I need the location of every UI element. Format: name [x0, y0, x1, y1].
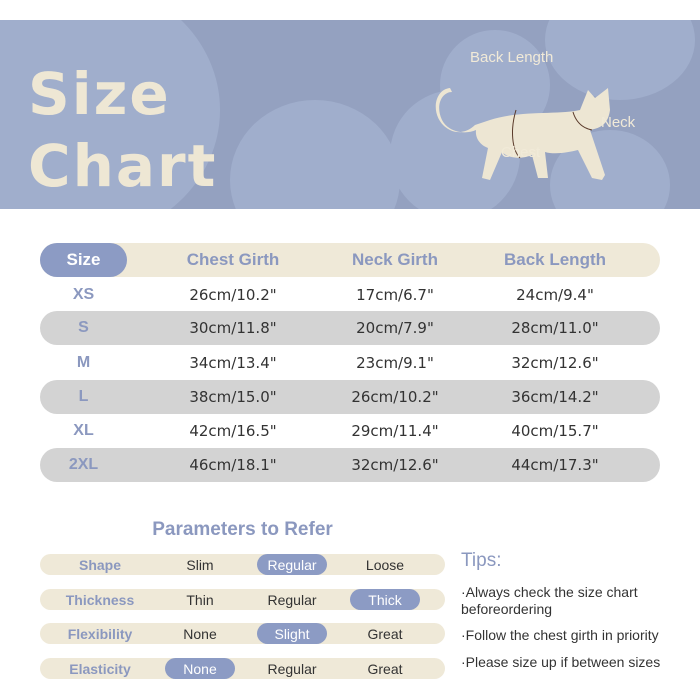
chest-label: Chest [501, 144, 541, 161]
measure-cell: 44cm/17.3" [511, 456, 599, 474]
table-row: XS 26cm/10.2" 17cm/6.7" 24cm/9.4" [40, 278, 660, 312]
size-cell: M [76, 354, 91, 371]
param-option: None [183, 625, 217, 642]
param-label: Shape [78, 556, 121, 573]
measure-cell: 26cm/10.2" [351, 388, 439, 406]
param-label: Elasticity [69, 660, 131, 677]
measure-cell: 38cm/15.0" [189, 388, 277, 406]
measure-cell: 36cm/14.2" [511, 388, 599, 406]
tip-1: ·Always check the size chart beforeorder… [461, 584, 638, 617]
banner-title: Size Chart [28, 58, 217, 202]
table-row: 2XL 46cm/18.1" 32cm/12.6" 44cm/17.3" [40, 448, 660, 482]
size-cell: XS [72, 286, 95, 303]
params-title: Parameters to Refer [152, 519, 333, 540]
param-option: Thin [186, 591, 214, 608]
measure-cell: 23cm/9.1" [356, 354, 434, 372]
table-row: L 38cm/15.0" 26cm/10.2" 36cm/14.2" [40, 380, 660, 414]
param-option: Regular [267, 660, 317, 677]
size-cell: L [78, 388, 89, 405]
tip-3: ·Please size up if between sizes [461, 654, 661, 670]
measure-cell: 34cm/13.4" [189, 354, 277, 372]
param-option: Regular [257, 554, 327, 575]
title-line-2: Chart [28, 132, 218, 200]
param-label: Flexibility [67, 625, 133, 642]
measure-cell: 32cm/12.6" [351, 456, 439, 474]
title-line-1: Size [28, 60, 171, 128]
measure-cell: 17cm/6.7" [356, 286, 434, 304]
param-option: Slim [186, 556, 214, 573]
measure-cell: 42cm/16.5" [189, 422, 277, 440]
tip-2: ·Follow the chest girth in priority [461, 627, 659, 643]
measure-cell: 46cm/18.1" [189, 456, 277, 474]
header-back: Back Length [503, 250, 607, 269]
table-header: Size Chest Girth Neck Girth Back Length [40, 243, 660, 277]
measure-cell: 20cm/7.9" [356, 319, 434, 337]
measure-cell: 40cm/15.7" [511, 422, 599, 440]
param-option: None [165, 658, 235, 679]
param-option: Slight [257, 623, 327, 644]
param-option: Regular [267, 591, 317, 608]
back-length-label: Back Length [470, 49, 554, 66]
measure-cell: 29cm/11.4" [351, 422, 439, 440]
param-row: Shape Slim Regular Loose [40, 554, 445, 575]
param-option: Thick [350, 589, 420, 610]
size-cell: 2XL [68, 456, 99, 473]
param-row: Thickness Thin Regular Thick [40, 589, 445, 610]
size-cell: S [78, 319, 89, 336]
measure-cell: 26cm/10.2" [189, 286, 277, 304]
measure-cell: 32cm/12.6" [511, 354, 599, 372]
table-row: S 30cm/11.8" 20cm/7.9" 28cm/11.0" [40, 311, 660, 345]
measure-cell: 28cm/11.0" [511, 319, 599, 337]
param-row: Flexibility None Slight Great [40, 623, 445, 644]
measure-cell: 24cm/9.4" [516, 286, 594, 304]
table-row: M 34cm/13.4" 23cm/9.1" 32cm/12.6" [40, 346, 660, 380]
measure-cell: 30cm/11.8" [189, 319, 277, 337]
param-label: Thickness [65, 591, 135, 608]
header-size: Size [40, 243, 127, 277]
cat-silhouette-icon [435, 88, 610, 180]
param-option: Loose [365, 556, 405, 573]
banner: Size Chart Back Length Neck Chest [0, 20, 700, 209]
param-row: Elasticity None Regular Great [40, 658, 445, 679]
header-chest: Chest Girth [186, 250, 280, 269]
param-option: Great [367, 625, 403, 642]
param-option: Great [367, 660, 403, 677]
neck-label: Neck [601, 114, 636, 131]
table-row: XL 42cm/16.5" 29cm/11.4" 40cm/15.7" [40, 414, 660, 448]
tips-title: Tips: [461, 550, 502, 571]
size-cell: XL [73, 422, 94, 439]
header-neck: Neck Girth [352, 250, 438, 269]
